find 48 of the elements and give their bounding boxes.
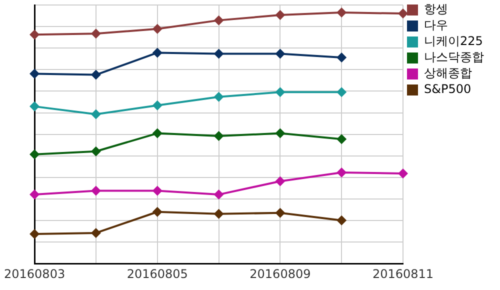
point	[90, 186, 101, 196]
x-tick-label: 20160811	[372, 266, 434, 281]
point	[30, 190, 40, 200]
point	[90, 28, 101, 39]
point	[275, 208, 286, 218]
point	[336, 8, 347, 18]
point	[275, 176, 286, 186]
point	[214, 190, 224, 200]
point	[275, 48, 286, 59]
point	[152, 24, 162, 34]
point	[30, 149, 40, 160]
point	[214, 208, 224, 219]
x-tick-label: 20160809	[250, 266, 311, 281]
point	[214, 15, 224, 26]
point	[152, 186, 162, 196]
point	[30, 68, 40, 79]
point	[398, 8, 408, 19]
point	[30, 30, 40, 40]
point	[275, 128, 286, 138]
x-tick-label: 20160803	[4, 266, 66, 281]
point	[90, 228, 101, 238]
legend-label: 다우	[424, 18, 448, 32]
point	[398, 168, 408, 178]
point	[336, 87, 347, 98]
legend-label: 니케이225	[424, 34, 483, 48]
point	[336, 52, 347, 62]
point	[90, 109, 101, 120]
point	[90, 70, 101, 80]
point	[152, 100, 162, 110]
point	[214, 48, 224, 59]
point	[152, 48, 162, 58]
point	[214, 92, 224, 102]
point	[214, 131, 224, 142]
point	[30, 101, 40, 112]
point	[275, 10, 286, 20]
point	[152, 128, 162, 138]
point	[336, 215, 347, 226]
point	[30, 228, 40, 239]
point	[336, 134, 347, 144]
point	[152, 206, 162, 217]
x-tick-label: 20160805	[126, 266, 188, 281]
legend-label: S&P500	[424, 82, 472, 96]
point	[336, 167, 347, 178]
point	[90, 146, 101, 156]
legend-label: 상해종합	[424, 66, 472, 80]
point	[275, 87, 286, 98]
legend-label: 나스닥종합	[424, 50, 484, 64]
legend-label: 항셍	[424, 2, 448, 16]
